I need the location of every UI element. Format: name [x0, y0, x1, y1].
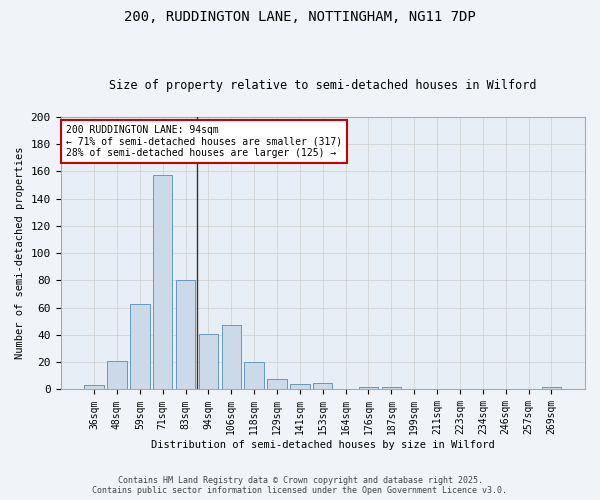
- Bar: [290, 384, 310, 390]
- Bar: [359, 386, 378, 390]
- Bar: [382, 386, 401, 390]
- Bar: [85, 386, 104, 390]
- X-axis label: Distribution of semi-detached houses by size in Wilford: Distribution of semi-detached houses by …: [151, 440, 494, 450]
- Bar: [130, 304, 149, 390]
- Bar: [313, 382, 332, 390]
- Bar: [244, 362, 264, 390]
- Bar: [268, 378, 287, 390]
- Y-axis label: Number of semi-detached properties: Number of semi-detached properties: [15, 147, 25, 360]
- Bar: [221, 326, 241, 390]
- Bar: [542, 386, 561, 390]
- Bar: [153, 176, 172, 390]
- Bar: [199, 334, 218, 390]
- Text: 200, RUDDINGTON LANE, NOTTINGHAM, NG11 7DP: 200, RUDDINGTON LANE, NOTTINGHAM, NG11 7…: [124, 10, 476, 24]
- Text: 200 RUDDINGTON LANE: 94sqm
← 71% of semi-detached houses are smaller (317)
28% o: 200 RUDDINGTON LANE: 94sqm ← 71% of semi…: [66, 125, 342, 158]
- Title: Size of property relative to semi-detached houses in Wilford: Size of property relative to semi-detach…: [109, 79, 536, 92]
- Text: Contains HM Land Registry data © Crown copyright and database right 2025.
Contai: Contains HM Land Registry data © Crown c…: [92, 476, 508, 495]
- Bar: [107, 361, 127, 390]
- Bar: [176, 280, 195, 390]
